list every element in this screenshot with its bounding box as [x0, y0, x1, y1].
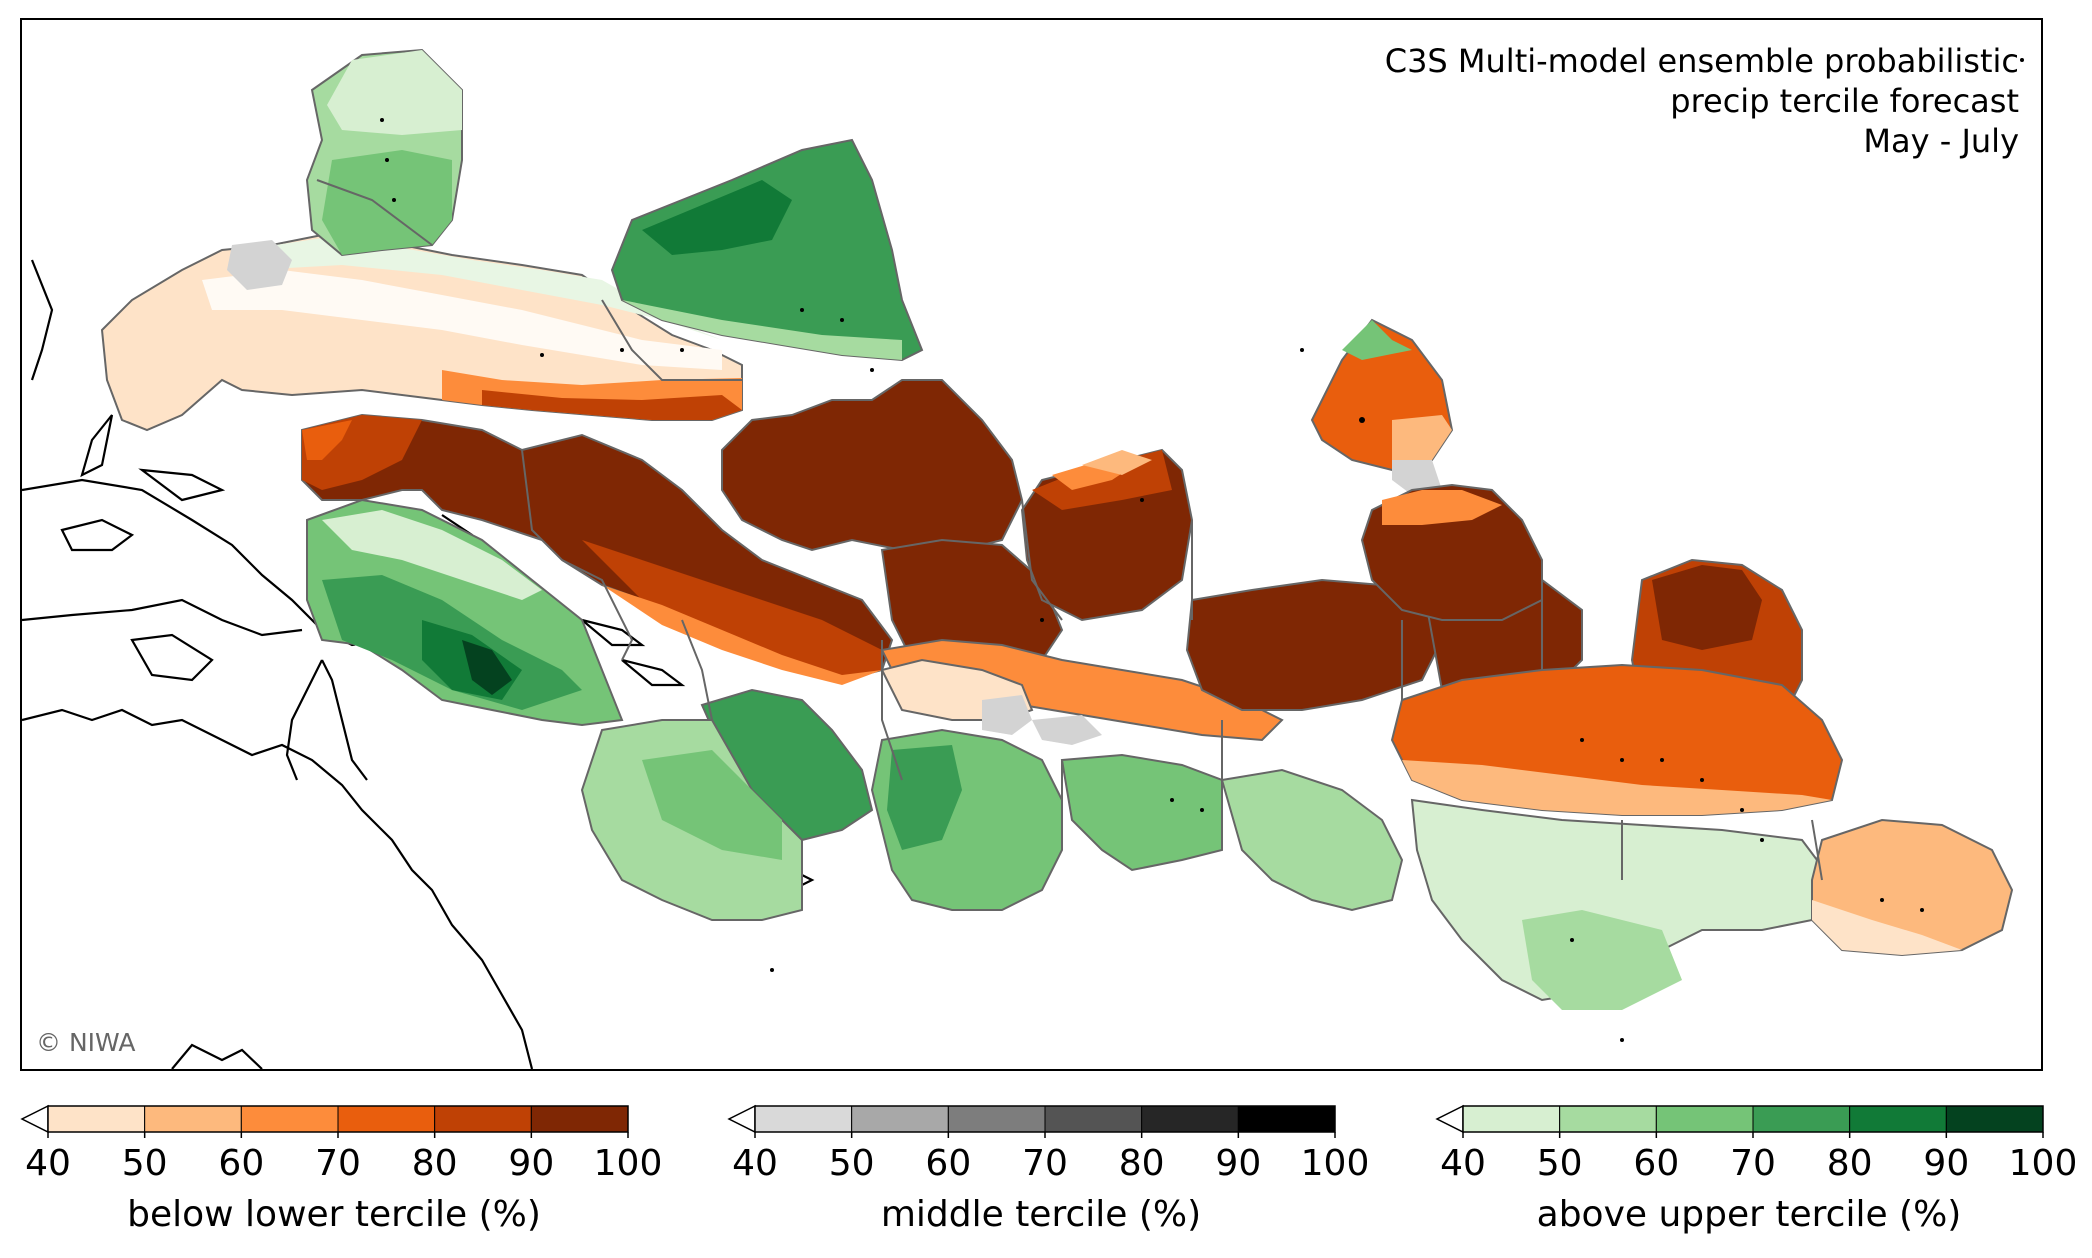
colorbar-tick-label: 50 [829, 1143, 875, 1184]
title-line-2: precip tercile forecast [1670, 82, 2019, 120]
colorbar-tick-label: 100 [2009, 1143, 2078, 1184]
colorbar-swatch [1560, 1106, 1657, 1132]
colorbar-above-upper: above upper tercile (%) 40 50 60 70 80 90 100 [1435, 1098, 2063, 1258]
colorbar-swatch [435, 1106, 532, 1132]
colorbar-tick-label: 60 [1633, 1143, 1679, 1184]
colorbar-tick-label: 70 [1730, 1143, 1776, 1184]
colorbar-tick-label: 80 [412, 1143, 458, 1184]
colorbar-tick-label: 90 [1923, 1143, 1969, 1184]
colorbar-swatch [48, 1106, 145, 1132]
colorbar-swatch [948, 1106, 1045, 1132]
colorbar-swatch [145, 1106, 242, 1132]
colorbar-tick-label: 60 [218, 1143, 264, 1184]
colorbar-tick-label: 100 [594, 1143, 663, 1184]
colorbar-swatches [20, 1098, 648, 1138]
colorbar-tick-label: 40 [25, 1143, 71, 1184]
colorbar-tick-label: 40 [1440, 1143, 1486, 1184]
colorbar-swatch [241, 1106, 338, 1132]
copyright-credit: © NIWA [36, 1028, 135, 1057]
title-line-1: C3S Multi-model ensemble probabilistic [1385, 42, 2019, 80]
colorbar-swatches [1435, 1098, 2063, 1138]
forecast-map [22, 20, 2041, 1069]
colorbar-swatch [338, 1106, 435, 1132]
region-nauru [722, 380, 1022, 550]
colorbar-tick-label: 90 [1215, 1143, 1261, 1184]
colorbar-swatch [531, 1106, 628, 1132]
colorbar-swatch [1238, 1106, 1335, 1132]
colorbar-swatch [1946, 1106, 2043, 1132]
colorbar-extend-arrow [729, 1106, 755, 1132]
colorbar-swatch [852, 1106, 949, 1132]
colorbar-tick-label: 50 [1537, 1143, 1583, 1184]
colorbar-label: below lower tercile (%) [20, 1194, 648, 1235]
colorbar-tick-label: 90 [508, 1143, 554, 1184]
colorbar-tick-label: 50 [122, 1143, 168, 1184]
colorbar-tick-label: 40 [732, 1143, 778, 1184]
colorbar-swatch [755, 1106, 852, 1132]
region-tonga [1062, 755, 1222, 870]
colorbar-swatch [1142, 1106, 1239, 1132]
forecast-regions [102, 50, 2012, 1010]
colorbar-tick-label: 70 [1022, 1143, 1068, 1184]
colorbar-middle: middle tercile (%) 40 50 60 70 80 90 100 [727, 1098, 1355, 1258]
colorbar-swatch [1463, 1106, 1560, 1132]
colorbar-swatch [1850, 1106, 1947, 1132]
colorbar-swatch [1753, 1106, 1850, 1132]
colorbar-tick-label: 70 [315, 1143, 361, 1184]
colorbar-extend-arrow [1437, 1106, 1463, 1132]
colorbar-tick-label: 60 [925, 1143, 971, 1184]
colorbar-swatches [727, 1098, 1355, 1138]
region-niue [1222, 770, 1402, 910]
colorbar-tick-label: 80 [1827, 1143, 1873, 1184]
colorbar-extend-arrow [22, 1106, 48, 1132]
title-line-3: May - July [1863, 122, 2019, 160]
colorbar-below-lower: below lower tercile (%) 40 50 60 70 80 90 100 [20, 1098, 648, 1258]
colorbar-swatch [1045, 1106, 1142, 1132]
colorbar-tick-label: 80 [1119, 1143, 1165, 1184]
colorbar-label: above upper tercile (%) [1435, 1194, 2063, 1235]
colorbar-swatch [1656, 1106, 1753, 1132]
map-panel: C3S Multi-model ensemble probabilistic p… [20, 18, 2043, 1071]
colorbar-label: middle tercile (%) [727, 1194, 1355, 1235]
colorbar-tick-label: 100 [1301, 1143, 1370, 1184]
